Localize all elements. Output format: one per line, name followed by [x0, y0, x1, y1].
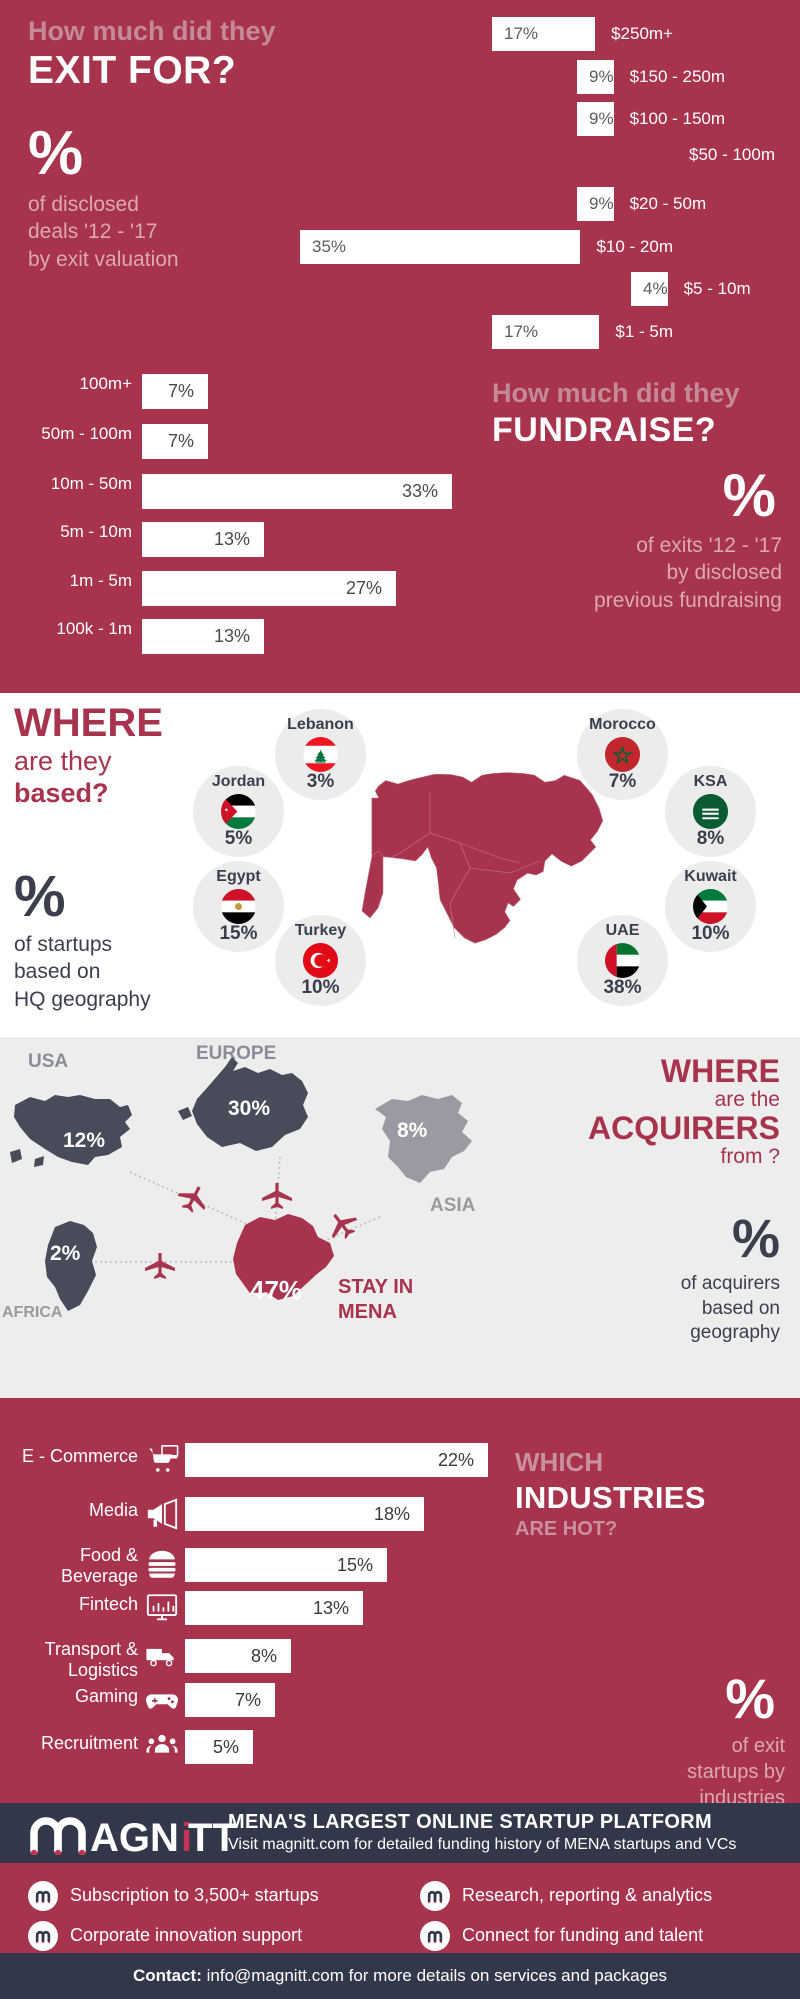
svg-text:AGN: AGN	[90, 1816, 179, 1855]
